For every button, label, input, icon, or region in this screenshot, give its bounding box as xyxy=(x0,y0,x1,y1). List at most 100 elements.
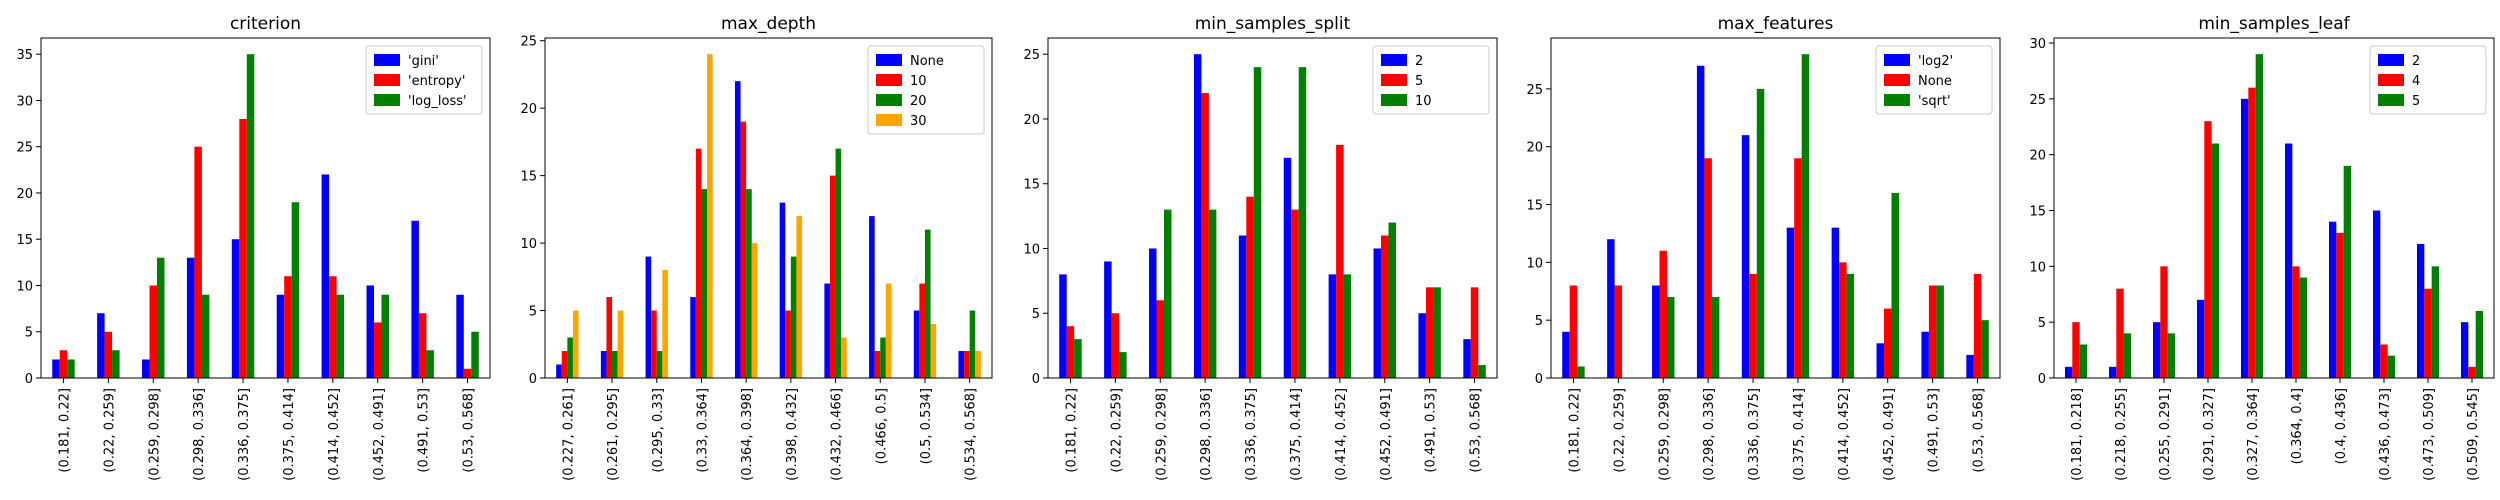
bar xyxy=(1696,65,1705,379)
x-tick-label: (0.181, 0.22] xyxy=(57,388,72,473)
x-tick-label: (0.414, 0.452] xyxy=(327,388,342,481)
bar xyxy=(645,256,652,378)
bar xyxy=(2204,121,2212,378)
bar xyxy=(463,368,472,378)
bar xyxy=(600,351,607,378)
chart-panel-2: max_depth 0 5 10 15 20 25 (0.227, 0.261] (0.261,… xyxy=(520,14,993,481)
bar xyxy=(336,294,345,378)
bar xyxy=(796,216,803,378)
bar xyxy=(276,294,285,378)
bar xyxy=(2292,266,2300,378)
bar xyxy=(695,148,702,378)
bar xyxy=(149,285,157,378)
x-tick-label: (0.22, 0.259] xyxy=(102,388,117,473)
legend-label: 'entropy' xyxy=(408,74,465,89)
bar xyxy=(969,310,976,378)
bar xyxy=(1208,209,1217,378)
x-tick-label: (0.398, 0.432] xyxy=(785,388,800,481)
legend-swatch xyxy=(1884,54,1910,66)
bar xyxy=(572,310,579,378)
bar xyxy=(656,351,663,378)
x-tick-label: (0.336, 0.375] xyxy=(1747,388,1762,481)
y-tick-label: 25 xyxy=(1023,48,1040,63)
bar xyxy=(52,359,60,378)
bar xyxy=(1163,209,1172,378)
y-tick-label: 15 xyxy=(520,170,537,185)
bar xyxy=(2072,322,2080,378)
bar xyxy=(1876,343,1885,378)
axes-frame xyxy=(544,37,993,379)
bar xyxy=(1884,308,1892,378)
x-tick-label: (0.375, 0.414] xyxy=(282,388,297,481)
bar xyxy=(2431,266,2439,378)
y-tick-label: 15 xyxy=(2029,205,2046,220)
bar xyxy=(869,216,875,378)
bar xyxy=(112,350,120,378)
legend: None 10 20 30 xyxy=(867,45,985,135)
bar xyxy=(1831,227,1840,378)
bar xyxy=(829,175,836,378)
bar xyxy=(1253,67,1262,379)
bar xyxy=(958,351,965,378)
bar xyxy=(418,313,427,378)
bar xyxy=(701,189,708,378)
x-tick-label: (0.181, 0.22] xyxy=(1567,388,1582,473)
y-tick-label: 5 xyxy=(1535,314,1543,329)
bar xyxy=(651,310,657,378)
bar xyxy=(1418,313,1426,378)
y-tick-label: 15 xyxy=(16,233,33,248)
x-tick-label: (0.375, 0.414] xyxy=(1792,388,1807,481)
legend: 'log2' None 'sqrt' xyxy=(1875,45,1993,115)
legend-swatch xyxy=(876,54,902,66)
legend-label: 5 xyxy=(2412,94,2420,109)
legend-label: 10 xyxy=(910,74,927,89)
x-tick-label: (0.414, 0.452] xyxy=(1334,388,1349,481)
bar xyxy=(1749,273,1757,378)
legend-swatch xyxy=(1381,54,1407,66)
bar xyxy=(381,294,389,378)
legend-label: 2 xyxy=(2412,54,2420,69)
bar xyxy=(194,146,202,378)
bar xyxy=(2424,288,2432,378)
legend-swatch xyxy=(1884,94,1910,106)
axes-frame xyxy=(2053,37,2495,379)
bar xyxy=(1786,227,1795,378)
x-tick-label: (0.227, 0.261] xyxy=(561,388,576,481)
bar xyxy=(1846,273,1855,378)
bar xyxy=(1756,88,1765,379)
x-tick-label: (0.181, 0.218] xyxy=(2070,388,2085,481)
bar xyxy=(751,243,758,378)
axes-frame xyxy=(40,37,491,379)
x-tick-label: (0.4, 0.436] xyxy=(2334,388,2349,464)
x-tick-label: (0.327, 0.364] xyxy=(2246,388,2261,481)
bar xyxy=(426,350,434,378)
bar xyxy=(1104,261,1112,378)
bar xyxy=(231,239,240,378)
bar xyxy=(1741,135,1750,378)
legend: 'gini' 'entropy' 'log_loss' xyxy=(365,45,483,115)
bar xyxy=(142,359,150,378)
x-tick-label: (0.452, 0.491] xyxy=(372,388,387,481)
legend-swatch xyxy=(374,94,400,106)
x-tick-label: (0.259, 0.298] xyxy=(147,388,162,481)
y-tick-label: 5 xyxy=(529,305,537,320)
bar xyxy=(59,350,68,378)
bar xyxy=(1470,287,1479,378)
bar xyxy=(964,351,970,378)
bar xyxy=(2336,232,2344,378)
y-tick-label: 10 xyxy=(16,279,33,294)
bar xyxy=(1973,273,1982,378)
bar xyxy=(1562,331,1570,378)
x-tick-label: (0.414, 0.452] xyxy=(1837,388,1852,481)
x-tick-label: (0.534, 0.568] xyxy=(964,388,979,481)
bar xyxy=(880,337,886,378)
bar xyxy=(284,276,292,378)
bar xyxy=(1373,248,1382,378)
chart-title: criterion xyxy=(230,14,301,34)
bar xyxy=(2160,266,2168,378)
legend-swatch xyxy=(374,54,400,66)
legend-label: 10 xyxy=(1415,94,1432,109)
y-tick-label: 5 xyxy=(2038,316,2046,331)
